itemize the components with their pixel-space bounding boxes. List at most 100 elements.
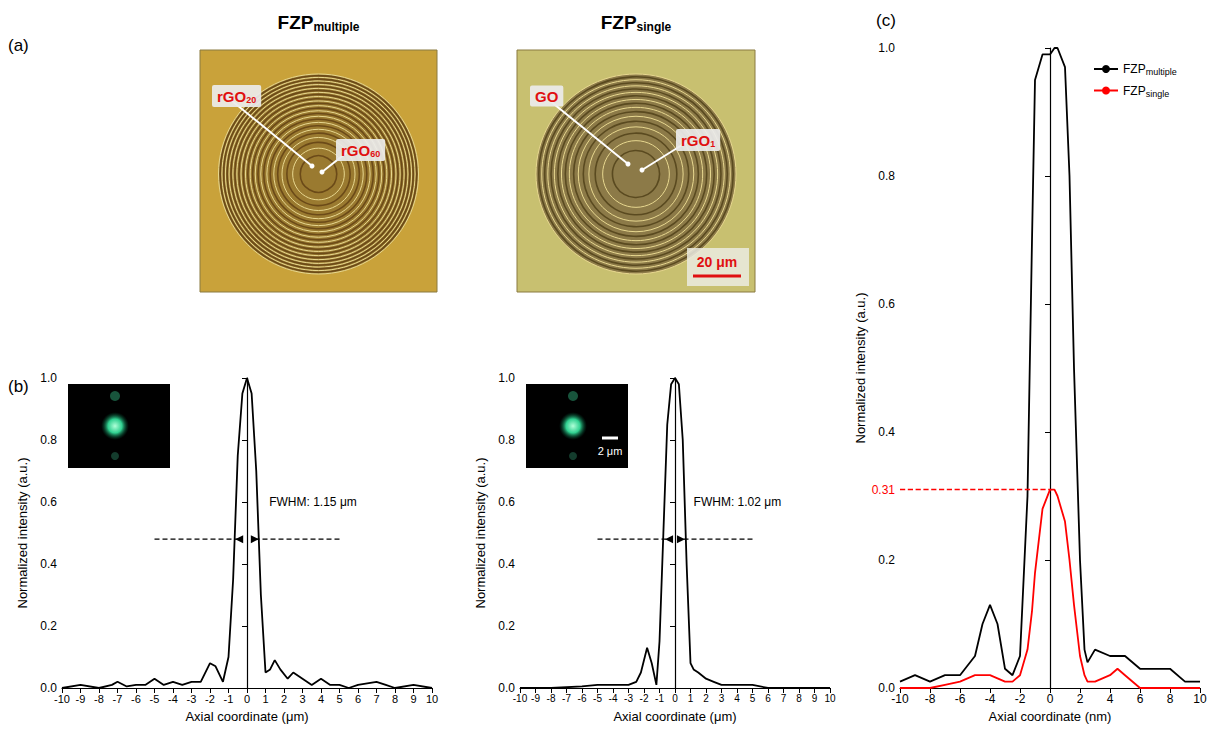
svg-text:0.8: 0.8 — [878, 169, 895, 183]
svg-text:-2: -2 — [640, 693, 649, 704]
svg-text:-3: -3 — [187, 693, 197, 705]
svg-text:1: 1 — [262, 693, 268, 705]
svg-text:6: 6 — [765, 693, 771, 704]
svg-text:-7: -7 — [113, 693, 123, 705]
svg-text:7: 7 — [781, 693, 787, 704]
svg-text:-8: -8 — [925, 692, 936, 706]
svg-text:6: 6 — [355, 693, 361, 705]
svg-text:4: 4 — [1107, 692, 1114, 706]
svg-text:0.0: 0.0 — [878, 681, 895, 695]
svg-text:10: 10 — [426, 693, 438, 705]
svg-text:1.0: 1.0 — [498, 371, 515, 385]
svg-text:0.6: 0.6 — [498, 495, 515, 509]
svg-text:7: 7 — [373, 693, 379, 705]
svg-text:FWHM: 1.02 μm: FWHM: 1.02 μm — [694, 495, 782, 509]
svg-text:-8: -8 — [94, 693, 104, 705]
svg-text:-7: -7 — [562, 693, 571, 704]
svg-text:6: 6 — [1137, 692, 1144, 706]
svg-text:-8: -8 — [547, 693, 556, 704]
svg-text:rGO: rGO — [681, 132, 711, 149]
svg-text:(b): (b) — [8, 377, 29, 396]
svg-text:3: 3 — [299, 693, 305, 705]
svg-text:2: 2 — [1077, 692, 1084, 706]
svg-text:FZP: FZP — [1123, 62, 1146, 76]
svg-text:FWHM: 1.15 μm: FWHM: 1.15 μm — [269, 495, 357, 509]
svg-text:FZP: FZP — [278, 12, 314, 33]
svg-text:10: 10 — [824, 693, 836, 704]
svg-text:-10: -10 — [513, 693, 528, 704]
svg-text:single: single — [1146, 89, 1170, 99]
svg-text:8: 8 — [796, 693, 802, 704]
svg-text:(c): (c) — [876, 11, 896, 30]
svg-text:10: 10 — [1193, 692, 1207, 706]
svg-text:0.31: 0.31 — [872, 483, 896, 497]
svg-text:-9: -9 — [531, 693, 540, 704]
svg-text:-6: -6 — [578, 693, 587, 704]
svg-text:5: 5 — [336, 693, 342, 705]
svg-text:0.0: 0.0 — [498, 681, 515, 695]
svg-text:(a): (a) — [8, 36, 29, 55]
svg-text:0.2: 0.2 — [498, 619, 515, 633]
svg-text:0.6: 0.6 — [40, 495, 57, 509]
svg-text:1: 1 — [688, 693, 694, 704]
svg-text:Normalized intensity (a.u.): Normalized intensity (a.u.) — [853, 293, 868, 444]
svg-text:5: 5 — [750, 693, 756, 704]
svg-text:-10: -10 — [891, 692, 909, 706]
svg-text:-1: -1 — [224, 693, 234, 705]
svg-text:-2: -2 — [1015, 692, 1026, 706]
svg-text:Axial coordinate (μm): Axial coordinate (μm) — [613, 709, 736, 724]
svg-text:0.4: 0.4 — [498, 557, 515, 571]
svg-text:-6: -6 — [131, 693, 141, 705]
svg-text:0.8: 0.8 — [40, 433, 57, 447]
svg-text:2: 2 — [281, 693, 287, 705]
svg-text:-3: -3 — [624, 693, 633, 704]
svg-text:0.6: 0.6 — [878, 297, 895, 311]
svg-text:FZP: FZP — [1123, 84, 1146, 98]
svg-text:-4: -4 — [609, 693, 618, 704]
svg-text:multiple: multiple — [1146, 67, 1177, 77]
svg-text:-10: -10 — [54, 693, 70, 705]
svg-text:single: single — [637, 20, 672, 34]
svg-text:0.2: 0.2 — [878, 553, 895, 567]
svg-text:2: 2 — [703, 693, 709, 704]
svg-text:3: 3 — [719, 693, 725, 704]
svg-text:0: 0 — [672, 693, 678, 704]
svg-text:9: 9 — [812, 693, 818, 704]
svg-text:-1: -1 — [655, 693, 664, 704]
svg-text:20 μm: 20 μm — [697, 254, 737, 270]
svg-text:GO: GO — [535, 88, 559, 105]
svg-text:8: 8 — [1167, 692, 1174, 706]
svg-text:4: 4 — [734, 693, 740, 704]
svg-text:4: 4 — [318, 693, 324, 705]
svg-text:0.2: 0.2 — [40, 619, 57, 633]
svg-text:0: 0 — [1047, 692, 1054, 706]
svg-text:60: 60 — [370, 149, 380, 159]
svg-text:rGO: rGO — [341, 142, 371, 159]
svg-text:Normalized intensity (a.u.): Normalized intensity (a.u.) — [15, 458, 30, 609]
svg-text:1.0: 1.0 — [40, 371, 57, 385]
svg-text:20: 20 — [246, 95, 256, 105]
svg-text:-9: -9 — [76, 693, 86, 705]
svg-text:Axial coordinate (nm): Axial coordinate (nm) — [989, 709, 1112, 724]
svg-text:-5: -5 — [150, 693, 160, 705]
svg-text:-6: -6 — [955, 692, 966, 706]
svg-text:-2: -2 — [205, 693, 215, 705]
svg-text:-5: -5 — [593, 693, 602, 704]
svg-text:8: 8 — [392, 693, 398, 705]
svg-text:-4: -4 — [985, 692, 996, 706]
svg-text:0.4: 0.4 — [878, 425, 895, 439]
svg-text:1.0: 1.0 — [878, 41, 895, 55]
svg-text:0.8: 0.8 — [498, 433, 515, 447]
svg-text:FZP: FZP — [601, 12, 637, 33]
svg-text:rGO: rGO — [217, 88, 247, 105]
svg-text:multiple: multiple — [313, 20, 359, 34]
svg-text:0.0: 0.0 — [40, 681, 57, 695]
svg-text:Normalized intensity (a.u.): Normalized intensity (a.u.) — [473, 458, 488, 609]
svg-text:2 μm: 2 μm — [598, 445, 623, 457]
svg-text:0.4: 0.4 — [40, 557, 57, 571]
svg-text:Axial coordinate (μm): Axial coordinate (μm) — [185, 709, 308, 724]
svg-text:-4: -4 — [168, 693, 178, 705]
svg-text:9: 9 — [410, 693, 416, 705]
svg-text:1: 1 — [710, 139, 715, 149]
svg-text:0: 0 — [244, 693, 250, 705]
